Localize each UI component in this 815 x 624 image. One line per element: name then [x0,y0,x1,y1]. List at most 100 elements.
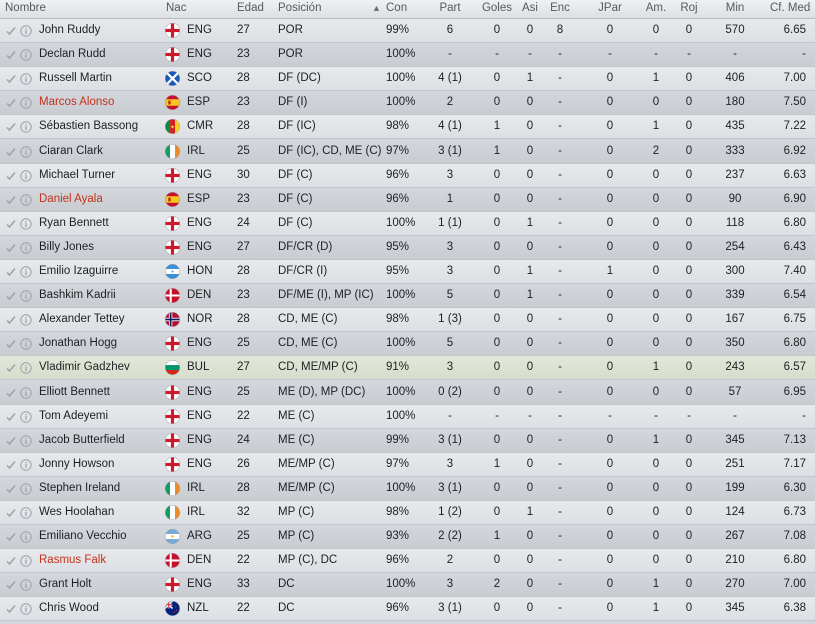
player-name[interactable]: Emiliano Vecchio [39,530,127,543]
table-row[interactable]: John Ruddy ENG 27 POR 99% 6 0 0 8 0 0 0 570 6.65 [0,19,815,43]
player-name[interactable]: Stephen Ireland [39,481,121,494]
info-icon[interactable] [20,120,32,134]
col-header-am[interactable]: Am. [645,2,667,14]
check-icon[interactable] [5,602,17,614]
table-row[interactable]: Emilio Izaguirre HON 28 DF/CR (I) 95% 3 0 1 - 1 0 0… [0,260,815,284]
check-icon[interactable] [5,193,17,205]
table-row[interactable]: Marcos Alonso ESP 23 DF (I) 100% 2 0 0 - 0 0 0 180 7.… [0,91,815,116]
player-name[interactable]: Ciaran Clark [39,144,103,157]
info-icon[interactable] [20,361,32,375]
check-icon[interactable] [5,169,17,181]
col-header-roj[interactable]: Roj [680,2,698,14]
info-icon[interactable] [20,193,32,206]
check-icon[interactable] [5,24,17,36]
check-icon[interactable] [5,482,17,494]
check-icon[interactable] [5,72,17,84]
col-header-edad[interactable]: Edad [237,2,264,14]
table-row[interactable]: Chris Wood NZL 22 DC 96% 3 (1) 0 0 - 0 1 0 345 6.38 [0,597,815,622]
check-icon[interactable] [5,265,17,277]
col-header-jpar[interactable]: JPar [598,2,622,14]
check-icon[interactable] [5,217,17,229]
check-icon[interactable] [5,458,17,470]
table-row[interactable]: Elliott Bennett ENG 25 ME (D), MP (DC) 100% 0… [0,380,815,405]
col-header-goles[interactable]: Goles [481,2,513,14]
player-name[interactable]: Jacob Butterfield [39,433,125,446]
player-name[interactable]: Sébastien Bassong [39,120,139,133]
player-name[interactable]: Vladimir Gadzhev [39,361,130,374]
check-icon[interactable] [5,313,17,325]
table-row[interactable]: Tom Adeyemi ENG 22 ME (C) 100% - - - - - - - - - [0,404,815,429]
table-row[interactable]: Wes Hoolahan IRL 32 MP (C) 98% 1 (2) 0 1 - 0 0 0 124… [0,501,815,525]
table-row[interactable]: Stephen Ireland IRL 28 ME/MP (C) 100% 3 (1) 0 0… [0,476,815,501]
table-row[interactable]: Ciaran Clark IRL 25 DF (IC), CD, ME (C) 97% 3… [0,139,815,164]
info-icon[interactable] [20,458,32,471]
player-name[interactable]: John Ruddy [39,24,101,36]
table-row[interactable]: Daniel Ayala ESP 23 DF (C) 96% 1 0 0 - 0 0 0 90 6.90 [0,187,815,212]
player-name[interactable]: Michael Turner [39,168,116,181]
info-icon[interactable] [20,410,32,423]
check-icon[interactable] [5,386,17,398]
col-header-con[interactable]: Con [386,2,408,14]
info-icon[interactable] [20,241,32,254]
info-icon[interactable] [20,313,32,326]
col-header-part[interactable]: Part [439,2,461,14]
player-name[interactable]: Rasmus Falk [39,554,107,567]
info-icon[interactable] [20,72,32,85]
player-name[interactable]: Ryan Bennett [39,216,109,229]
player-name[interactable]: Chris Wood [39,602,99,615]
check-icon[interactable] [5,289,17,301]
table-row[interactable]: Grant Holt ENG 33 DC 100% 3 2 0 - 0 1 0 270 7.00 [0,573,815,598]
check-icon[interactable] [5,48,17,60]
check-icon[interactable] [5,120,17,132]
table-row[interactable]: Russell Martin SCO 28 DF (DC) 100% 4 (1) 0 1 - 0 1… [0,67,815,92]
table-row[interactable]: Jonny Howson ENG 26 ME/MP (C) 97% 3 1 0 - 0 0 0 251 7… [0,452,815,477]
info-icon[interactable] [20,530,32,543]
col-header-enc[interactable]: Enc [550,2,570,14]
player-name[interactable]: Billy Jones [39,240,94,253]
table-row[interactable]: Ryan Bennett ENG 24 DF (C) 100% 1 (1) 0 1 - 0 0 0 11… [0,211,815,236]
info-icon[interactable] [20,337,32,350]
table-row[interactable]: Vladimir Gadzhev BUL 27 CD, ME/MP (C) 91% 3 0 0… [0,356,815,381]
check-icon[interactable] [5,434,17,446]
table-row[interactable]: Michael Turner ENG 30 DF (C) 96% 3 0 0-0 0 0 237 6.… [0,163,815,188]
check-icon[interactable] [5,506,17,518]
info-icon[interactable] [20,386,32,399]
col-header-cf-med[interactable]: Cf. Med [770,2,811,14]
player-name[interactable]: Tom Adeyemi [39,409,109,422]
player-name[interactable]: Russell Martin [39,72,112,85]
table-row[interactable]: Sébastien Bassong CMR 28 DF (IC) 98% 4 (1) 1 0 -… [0,115,815,140]
player-name[interactable]: Marcos Alonso [39,96,115,109]
player-name[interactable]: Bashkim Kadrii [39,289,116,302]
table-row[interactable]: Alexander Tettey NOR 28 CD, ME (C) 98% 1 (3) 0… [0,308,815,333]
table-row[interactable]: Rasmus Falk DEN 22 MP (C), DC 96% 2 0 0 - 0 0 0 210 6… [0,549,815,574]
check-icon[interactable] [5,530,17,542]
info-icon[interactable] [20,434,32,447]
check-icon[interactable] [5,241,17,253]
col-header-nombre[interactable]: Nombre [5,2,46,14]
table-row[interactable]: Billy Jones ENG 27 DF/CR (D) 95% 3 0 0 - 0 0 0 254 6.… [0,235,815,260]
table-row[interactable]: Bashkim Kadrii DEN 23 DF/ME (I), MP (IC) 100… [0,284,815,309]
check-icon[interactable] [5,361,17,373]
info-icon[interactable] [20,96,32,109]
table-row[interactable]: Jonathan Hogg ENG 25 CD, ME (C) 100% 5 0 0 - 0 0 0 3… [0,332,815,357]
check-icon[interactable] [5,578,17,590]
info-icon[interactable] [20,145,32,158]
col-header-asi[interactable]: Asi [522,2,538,14]
check-icon[interactable] [5,145,17,157]
info-icon[interactable] [20,24,32,37]
check-icon[interactable] [5,96,17,108]
col-header-min[interactable]: Min [725,2,745,14]
check-icon[interactable] [5,337,17,349]
player-name[interactable]: Grant Holt [39,578,92,591]
player-name[interactable]: Jonathan Hogg [39,337,118,350]
check-icon[interactable] [5,554,17,566]
player-name[interactable]: Wes Hoolahan [39,506,115,518]
player-name[interactable]: Declan Rudd [39,48,106,61]
info-icon[interactable] [20,265,32,278]
player-name[interactable]: Jonny Howson [39,457,115,470]
col-header-posicion[interactable]: Posición [278,2,322,14]
table-row[interactable]: Declan Rudd ENG 23 POR 100% - - - - - - - - - [0,43,815,68]
player-name[interactable]: Daniel Ayala [39,192,103,205]
info-icon[interactable] [20,506,32,519]
player-name[interactable]: Emilio Izaguirre [39,265,119,277]
